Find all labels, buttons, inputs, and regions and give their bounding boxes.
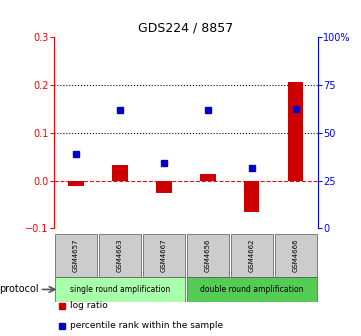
Bar (69, 181, 84, 186)
Text: log ratio: log ratio (70, 301, 108, 310)
Bar (244, 181, 260, 212)
Bar (55, 234, 97, 277)
Text: GSM4666: GSM4666 (293, 238, 299, 272)
Bar (55, 277, 185, 302)
Title: GDS224 / 8857: GDS224 / 8857 (138, 22, 234, 34)
Text: GSM4656: GSM4656 (205, 238, 211, 272)
Text: single round amplification: single round amplification (70, 285, 170, 294)
Text: GSM4662: GSM4662 (249, 238, 255, 272)
Bar (187, 277, 317, 302)
Bar (275, 234, 317, 277)
Bar (288, 82, 303, 181)
Text: GSM4667: GSM4667 (161, 238, 167, 272)
Bar (112, 165, 128, 181)
Text: double round amplification: double round amplification (200, 285, 304, 294)
Bar (187, 234, 229, 277)
Text: GSM4663: GSM4663 (117, 238, 123, 272)
Text: percentile rank within the sample: percentile rank within the sample (70, 322, 223, 330)
Bar (231, 234, 273, 277)
Bar (99, 234, 141, 277)
Bar (200, 174, 216, 181)
Text: GSM4657: GSM4657 (73, 238, 79, 272)
Bar (143, 234, 185, 277)
Bar (156, 181, 171, 193)
Text: protocol: protocol (0, 285, 38, 294)
